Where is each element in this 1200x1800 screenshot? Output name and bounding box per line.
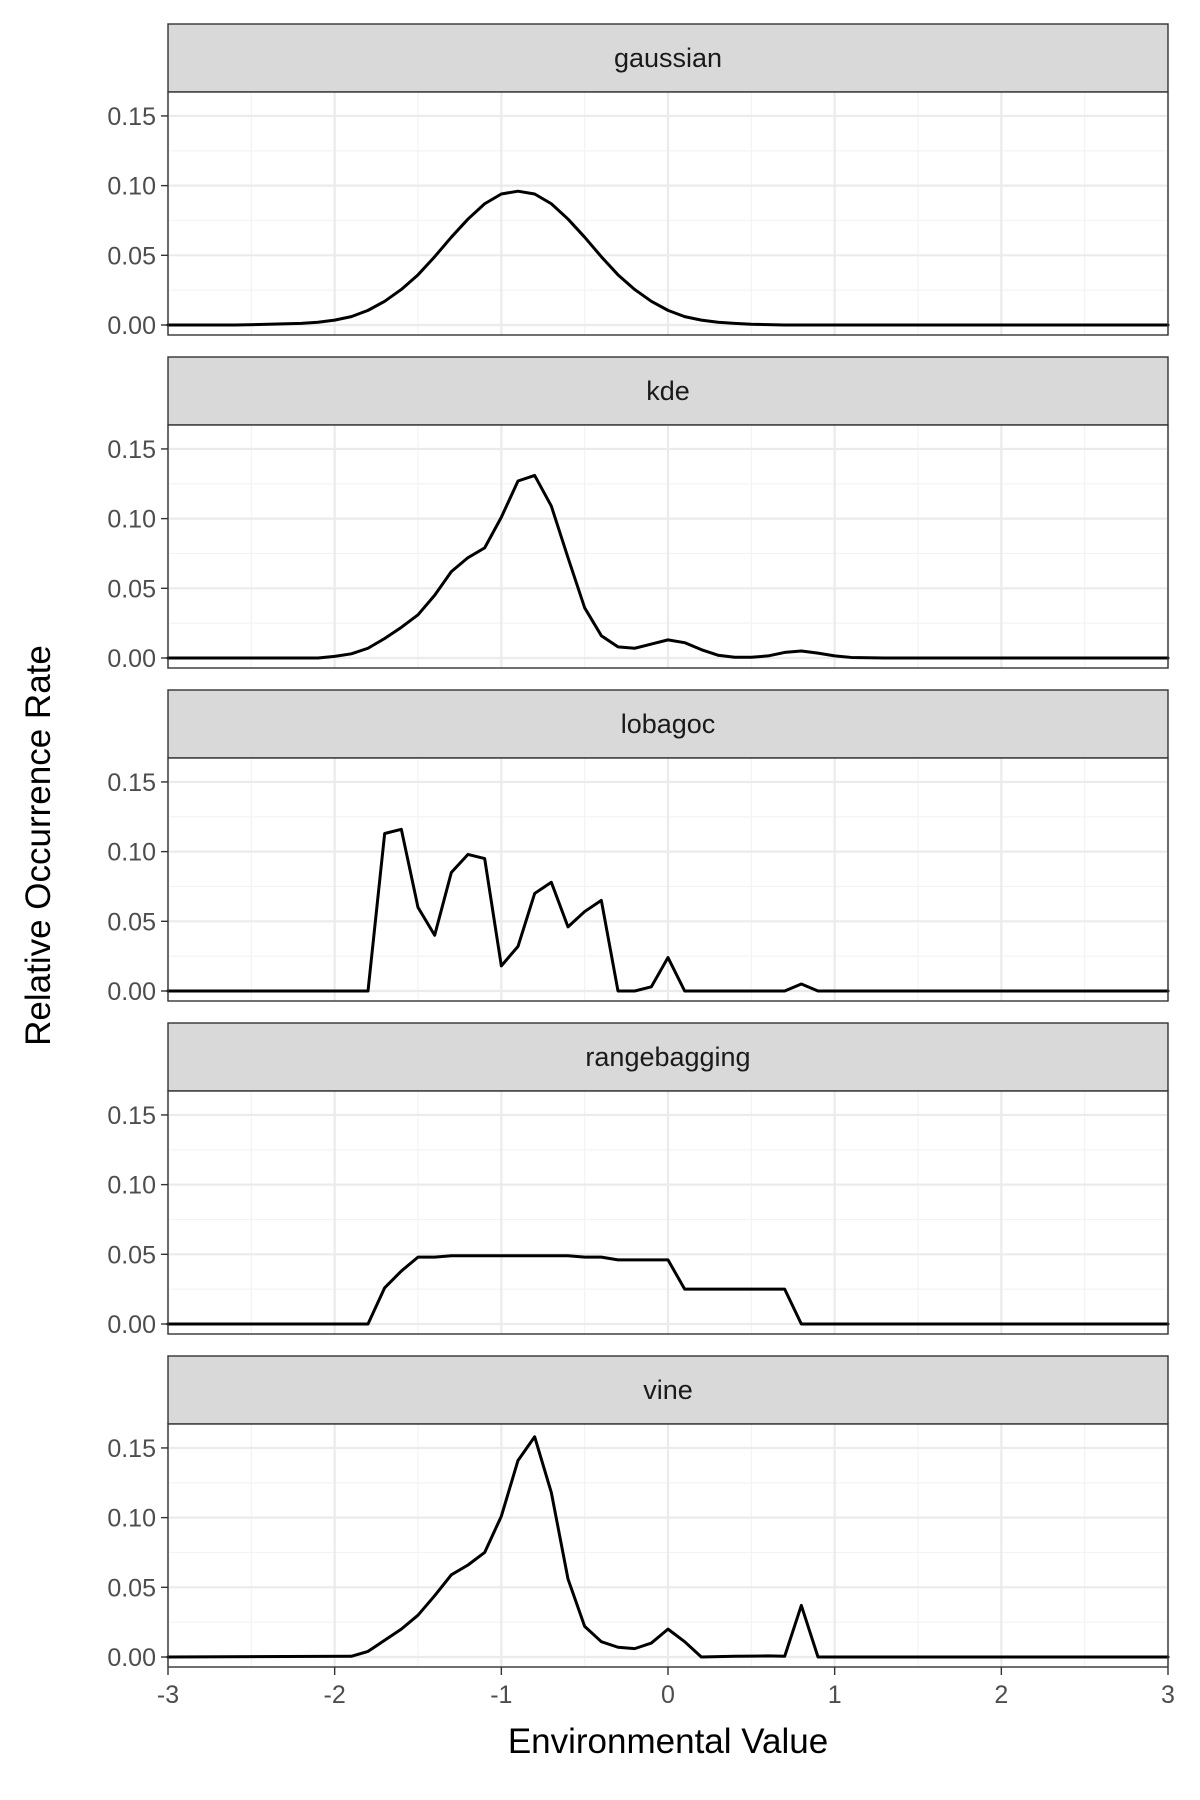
- panel-border: [167, 91, 1169, 336]
- y-tick-label: 0.15: [107, 1102, 156, 1130]
- x-tick-label: -1: [490, 1681, 512, 1709]
- facet-strip-label: lobagoc: [621, 709, 716, 739]
- facet-vine: vine 0.00 0.05 0.10 0.15: [107, 1355, 1170, 1672]
- facet-strip-label: rangebagging: [585, 1042, 750, 1072]
- series-line-rangebagging: [166, 1254, 1170, 1326]
- facet-kde: kde 0.00 0.05 0.10 0.15: [107, 356, 1170, 673]
- y-tick-label: 0.10: [107, 839, 156, 867]
- y-tick-label: 0.10: [107, 1505, 156, 1533]
- facet-strip: [167, 356, 1169, 426]
- series-line-vine: [166, 1435, 1170, 1659]
- y-tick-label: 0.00: [107, 1311, 156, 1339]
- y-tick-label: 0.15: [107, 103, 156, 131]
- x-tick-label: -2: [324, 1681, 346, 1709]
- series-line-gaussian: [166, 189, 1170, 327]
- facet-strip: [167, 23, 1169, 93]
- y-tick-label: 0.15: [107, 1435, 156, 1463]
- x-tick-label: 0: [661, 1681, 675, 1709]
- y-tick-label: 0.10: [107, 173, 156, 201]
- x-tick-label: 3: [1161, 1681, 1175, 1709]
- facet-strip-label: gaussian: [614, 43, 722, 73]
- facet-rangebagging: rangebagging 0.00 0.05 0.10 0.15: [107, 1022, 1170, 1339]
- series-line-lobagoc: [166, 827, 1170, 993]
- series-line-kde: [166, 473, 1170, 660]
- y-tick-label: 0.15: [107, 436, 156, 464]
- facet-gaussian: gaussian 0.00 0.05 0.10 0.15: [107, 23, 1170, 340]
- y-tick-label: 0.00: [107, 978, 156, 1006]
- facet-strip: [167, 1022, 1169, 1092]
- panel-border: [167, 424, 1169, 669]
- y-tick-label: 0.00: [107, 312, 156, 340]
- y-tick-label: 0.05: [107, 242, 156, 270]
- x-tick-label: -3: [157, 1681, 179, 1709]
- y-tick-label: 0.10: [107, 506, 156, 534]
- facet-lobagoc: lobagoc 0.00 0.05 0.10 0.15: [107, 689, 1170, 1006]
- y-tick-label: 0.15: [107, 769, 156, 797]
- y-tick-label: 0.05: [107, 1574, 156, 1602]
- x-axis-title: Environmental Value: [508, 1722, 828, 1761]
- panel-border: [167, 757, 1169, 1002]
- x-tick-label: 2: [994, 1681, 1008, 1709]
- facet-strip-label: vine: [643, 1375, 693, 1405]
- panel-border: [167, 1090, 1169, 1335]
- y-tick-label: 0.00: [107, 645, 156, 673]
- y-tick-label: 0.10: [107, 1172, 156, 1200]
- y-tick-label: 0.05: [107, 575, 156, 603]
- y-tick-label: 0.05: [107, 908, 156, 936]
- y-tick-label: 0.05: [107, 1241, 156, 1269]
- x-tick-label: 1: [828, 1681, 842, 1709]
- facet-strip-label: kde: [646, 376, 690, 406]
- x-axis: -3 -2 -1 0 1 2 3: [157, 1667, 1175, 1709]
- y-tick-label: 0.00: [107, 1644, 156, 1672]
- y-axis-title: Relative Occurrence Rate: [19, 645, 58, 1046]
- facet-panels: gaussian 0.00 0.05 0.10 0.15 kde 0.00 0.05 0.10 0…: [107, 23, 1170, 1672]
- facet-strip: [167, 1355, 1169, 1425]
